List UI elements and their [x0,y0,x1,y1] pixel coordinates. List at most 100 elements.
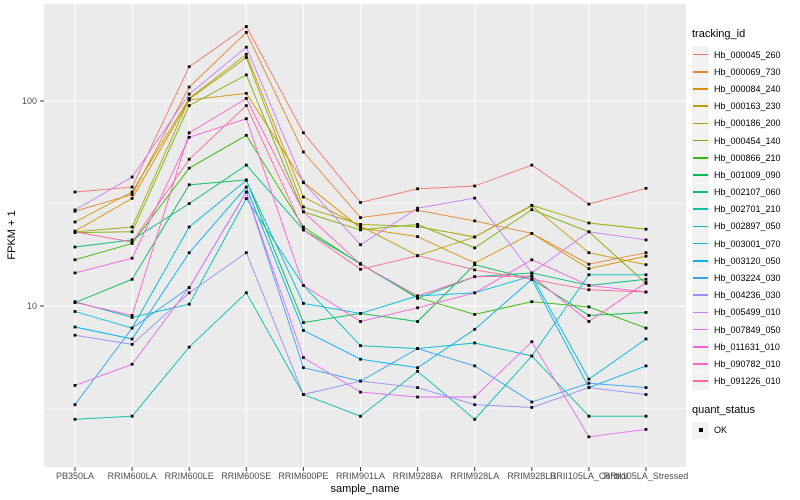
data-point-marker [530,208,534,212]
data-point-marker [530,271,534,275]
data-point-marker [587,202,591,206]
legend-title-tracking-id: tracking_id [692,28,746,40]
data-point-marker [73,310,77,313]
legend-key-line-icon [693,260,708,262]
legend-key-line-icon [693,70,708,73]
data-point-marker [530,203,534,207]
legend-item-label: Hb_000866_210 [714,152,781,163]
data-point-marker [359,344,362,348]
data-point-marker [473,341,477,345]
data-point-marker [244,97,248,100]
data-point-marker [644,311,648,314]
x-tick-label: RRIM928BA [393,471,443,481]
data-point-marker [587,377,591,381]
legend-item-label: Hb_002897_050 [714,221,781,232]
data-point-marker [644,290,648,294]
legend-item-label: Hb_001009_090 [714,169,781,180]
data-point-marker [130,314,134,317]
legend-item: Hb_000163_230 [692,97,798,115]
data-point-marker [130,343,134,346]
data-point-marker [359,216,362,219]
gridlines [44,4,686,467]
data-point-marker [644,263,648,267]
data-point-marker [416,235,419,238]
data-point-marker [187,92,191,96]
data-point-marker [73,220,77,224]
legend-item: Hb_002107_060 [692,183,798,201]
data-point-marker [530,258,534,262]
x-tick-label: RRIM928LB [507,471,556,481]
data-point-marker [73,258,77,262]
data-point-marker [587,435,591,439]
legend-item: Hb_000069_730 [692,63,798,81]
data-point-marker [244,163,248,167]
data-point-marker [73,403,77,407]
data-point-marker [644,277,648,281]
legend-key-line-icon [693,191,708,193]
data-point-marker [302,329,305,332]
legend-item: Hb_001009_090 [692,166,798,184]
data-point-marker [130,277,134,281]
data-point-marker [359,228,362,232]
legend-item: Hb_090782_010 [692,355,798,373]
y-tick-label: 10 [27,301,37,311]
data-point-marker [187,85,191,89]
data-point-marker [473,364,477,368]
data-point-marker [187,65,191,69]
legend-item-label: Hb_003120_050 [714,255,781,266]
data-point-marker [359,223,362,226]
data-point-marker [530,400,534,404]
data-point-marker [302,321,305,324]
data-point-marker [587,221,591,225]
legend-items-quant-status: OK [692,421,798,439]
data-point-marker [587,381,591,385]
data-point-marker [587,288,591,292]
data-point-marker [130,185,134,189]
data-point-marker [73,271,77,275]
legend-key-line-icon [693,311,708,314]
legend-key-line-icon [693,225,708,228]
data-point-marker [302,195,305,199]
data-point-marker [359,312,362,315]
data-point-marker [644,326,648,330]
x-tick-label: RRIM901LA [336,471,385,481]
data-point-marker [73,190,77,194]
legend-item-label: Hb_007849_050 [714,324,781,335]
legend-item: Hb_011631_010 [692,338,798,356]
data-point-marker [359,224,362,228]
y-axis-title: FPKM + 1 [6,210,18,259]
legend-key-icon [692,321,709,339]
data-point-marker [73,333,77,337]
data-point-marker [644,186,648,190]
plot-panel [44,4,686,467]
legend-key-line-icon [693,242,708,245]
data-point-marker [416,208,419,212]
legend-item: Hb_000186_200 [692,114,798,132]
data-point-marker [587,251,591,255]
data-point-marker [73,245,77,249]
x-tick-label: RRIM600LE [165,471,214,481]
legend-item-label: Hb_011631_010 [714,341,780,352]
data-point-marker [587,305,591,309]
data-point-marker [130,362,134,366]
legend-key-line-icon [693,328,708,331]
data-point-marker [244,185,248,189]
data-point-marker [644,428,648,431]
data-point-marker [530,300,534,304]
legend-item-label: Hb_002701_210 [714,204,781,215]
data-point-marker [187,291,191,295]
legend-item-label: Hb_005499_010 [714,307,781,318]
data-point-marker [473,291,477,295]
legend-key-icon [692,149,709,167]
x-tick-label: PB350LA [56,471,94,481]
data-point-marker [73,230,77,234]
data-point-marker [587,284,591,287]
data-point-marker [302,356,305,359]
legend-title-quant-status: quant_status [692,403,755,416]
legend-key-icon [692,183,709,201]
data-point-marker [244,197,248,200]
data-point-marker [187,157,191,161]
data-point-marker [244,133,248,137]
data-point-marker [587,273,591,277]
data-point-marker [416,366,419,370]
